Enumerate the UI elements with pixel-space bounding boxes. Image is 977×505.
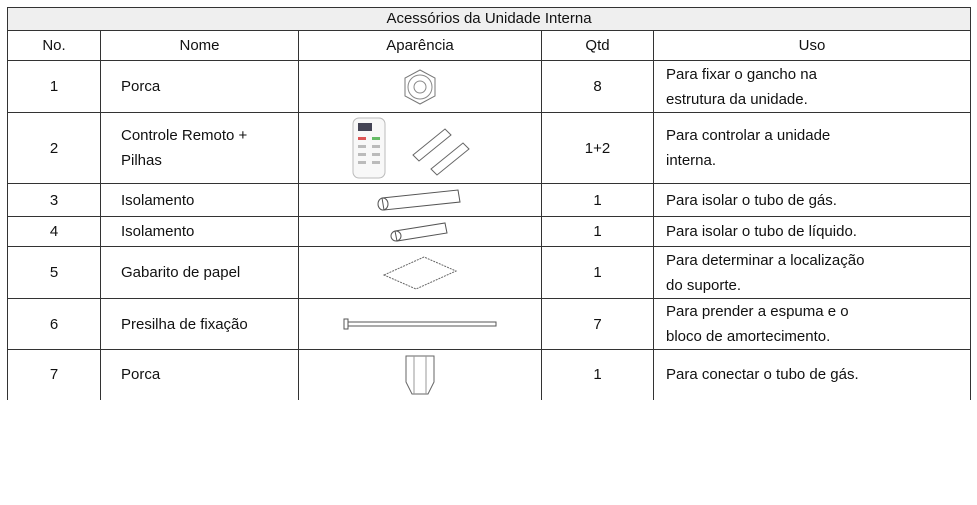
nut-icon xyxy=(404,68,436,105)
table-title: Acessórios da Unidade Interna xyxy=(7,7,971,31)
cell-no: 6 xyxy=(7,298,101,350)
cell-image xyxy=(298,183,542,217)
cell-qtd: 1+2 xyxy=(541,112,654,184)
accessories-table: Acessórios da Unidade Interna No. Nome A… xyxy=(7,7,971,400)
cell-nome: Isolamento xyxy=(100,216,299,247)
cell-no: 1 xyxy=(7,60,101,113)
cell-image xyxy=(298,246,542,299)
header-cell: Qtd xyxy=(541,30,654,61)
cell-no: 2 xyxy=(7,112,101,184)
cell-nome: Porca xyxy=(100,349,299,400)
header-cell: Nome xyxy=(100,30,299,61)
cell-image xyxy=(298,112,542,184)
cell-nome: Porca xyxy=(100,60,299,113)
cell-nome: Gabarito de papel xyxy=(100,246,299,299)
flare-nut-icon xyxy=(405,355,435,395)
cell-nome: Controle Remoto + Pilhas xyxy=(100,112,299,184)
cell-uso: Para isolar o tubo de gás. xyxy=(653,183,971,217)
cell-nome: Presilha de fixação xyxy=(100,298,299,350)
paper-icon xyxy=(382,255,458,290)
cell-uso: Para conectar o tubo de gás. xyxy=(653,349,971,400)
cell-nome: Isolamento xyxy=(100,183,299,217)
cell-no: 7 xyxy=(7,349,101,400)
header-cell: Aparência xyxy=(298,30,542,61)
cell-image xyxy=(298,298,542,350)
cell-qtd: 1 xyxy=(541,183,654,217)
insulation-icon xyxy=(390,221,448,242)
cell-image xyxy=(298,216,542,247)
insulation-icon xyxy=(377,189,461,211)
cell-qtd: 7 xyxy=(541,298,654,350)
header-cell: Uso xyxy=(653,30,971,61)
cell-uso: Para fixar o gancho na estrutura da unid… xyxy=(653,60,971,113)
cell-qtd: 1 xyxy=(541,246,654,299)
cell-no: 4 xyxy=(7,216,101,247)
tie-icon xyxy=(343,318,497,330)
cell-image xyxy=(298,349,542,400)
cell-qtd: 8 xyxy=(541,60,654,113)
remote-icon xyxy=(352,117,470,179)
cell-uso: Para determinar a localização do suporte… xyxy=(653,246,971,299)
cell-no: 3 xyxy=(7,183,101,217)
cell-uso: Para controlar a unidade interna. xyxy=(653,112,971,184)
cell-uso: Para isolar o tubo de líquido. xyxy=(653,216,971,247)
cell-image xyxy=(298,60,542,113)
cell-uso: Para prender a espuma e o bloco de amort… xyxy=(653,298,971,350)
cell-qtd: 1 xyxy=(541,349,654,400)
cell-no: 5 xyxy=(7,246,101,299)
cell-qtd: 1 xyxy=(541,216,654,247)
header-cell: No. xyxy=(7,30,101,61)
